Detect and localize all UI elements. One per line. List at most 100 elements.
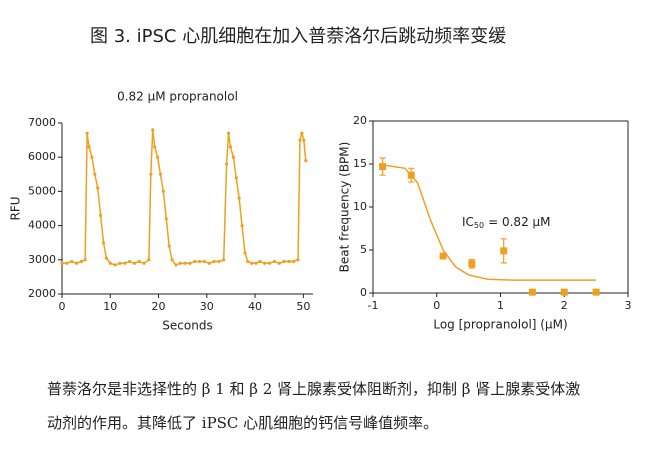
data-point (60, 261, 64, 265)
data-point (164, 217, 168, 221)
data-point (258, 259, 262, 264)
data-point (246, 259, 250, 264)
data-point (193, 259, 197, 264)
data-point (228, 145, 233, 149)
data-point (212, 259, 216, 264)
x-tick-label: 40 (248, 300, 262, 313)
y-tick-label: 4000 (28, 219, 56, 232)
data-point (161, 189, 165, 193)
data-point (560, 288, 568, 296)
data-point (70, 259, 74, 264)
figure-title: 图 3. iPSC 心肌细胞在加入普萘洛尔后跳动频率变缓 (90, 26, 506, 47)
data-point (83, 258, 87, 262)
data-point (240, 224, 244, 228)
y-tick-label: 20 (353, 114, 367, 127)
data-point (250, 261, 254, 265)
caption-line: 普萘洛尔是非选择性的 β 1 和 β 2 肾上腺素受体阻断剂，抑制 β 肾上腺素… (47, 380, 580, 398)
y-axis-label: RFU (9, 196, 23, 220)
x-axis-label: Seconds (162, 319, 212, 333)
data-point (287, 259, 291, 264)
x-tick-label: 0 (59, 300, 66, 313)
data-point (113, 263, 117, 267)
data-point (243, 251, 247, 255)
data-point (99, 213, 103, 217)
y-tick-label: 7000 (28, 116, 56, 129)
data-point (202, 259, 206, 264)
data-point (151, 128, 155, 132)
x-tick-label: 2 (561, 299, 568, 312)
y-axis-label: Beat frequency (BPM) (338, 142, 352, 273)
data-point (127, 259, 132, 264)
data-line (62, 129, 307, 266)
data-point (234, 176, 238, 180)
x-tick-label: 30 (200, 300, 214, 313)
data-point (298, 138, 302, 142)
data-point (296, 258, 300, 262)
y-tick-label: 10 (353, 200, 367, 213)
data-point (85, 131, 89, 135)
x-tick-label: -1 (368, 299, 379, 312)
data-point (174, 263, 178, 267)
data-point (500, 247, 508, 255)
data-point (90, 155, 94, 159)
data-point (592, 288, 600, 296)
data-point (207, 261, 211, 265)
data-point (217, 259, 221, 264)
data-point (118, 261, 122, 265)
data-point (263, 261, 267, 265)
x-tick-label: 50 (296, 300, 310, 313)
data-point (439, 252, 447, 260)
x-tick-label: 20 (152, 300, 166, 313)
data-point (183, 261, 187, 265)
data-point (93, 172, 97, 176)
x-tick-label: 10 (103, 300, 117, 313)
data-point (292, 259, 296, 264)
data-point (149, 172, 153, 176)
data-point (137, 259, 141, 264)
y-tick-label: 6000 (28, 150, 56, 163)
data-point (222, 258, 226, 262)
data-point (282, 259, 286, 264)
data-point (277, 261, 281, 265)
x-axis-label: Log [propranolol] (μM) (433, 318, 567, 332)
data-point (254, 261, 258, 265)
data-point (123, 261, 127, 265)
data-point (79, 259, 83, 264)
annotation-text: IC (462, 215, 474, 229)
data-point (237, 196, 241, 200)
caption-line: 动剂的作用。其降低了 iPSC 心肌细胞的钙信号峰值频率。 (47, 414, 438, 432)
x-tick-label: 3 (625, 299, 632, 312)
data-point (158, 172, 163, 176)
x-tick-label: 1 (497, 299, 504, 312)
data-point (302, 138, 306, 142)
data-point (178, 261, 182, 265)
data-point (188, 261, 192, 265)
data-point (167, 244, 171, 248)
data-point (87, 145, 91, 149)
data-point (101, 241, 106, 245)
data-point (170, 258, 174, 262)
y-tick-label: 5000 (28, 184, 56, 197)
data-point (65, 261, 69, 265)
annotation: IC50 = 0.82 μM (462, 215, 551, 230)
data-point (147, 258, 151, 262)
y-tick-label: 0 (360, 286, 367, 299)
data-point (226, 131, 231, 135)
y-tick-label: 3000 (28, 253, 56, 266)
data-point (74, 261, 79, 265)
data-point (300, 131, 304, 135)
y-tick-label: 2000 (28, 287, 56, 300)
data-point (132, 261, 137, 265)
data-point (272, 259, 276, 264)
data-point (407, 171, 415, 179)
y-tick-label: 15 (353, 157, 367, 170)
data-point (231, 155, 235, 159)
y-tick-label: 5 (360, 243, 367, 256)
data-point (267, 261, 272, 265)
data-point (108, 261, 112, 265)
data-point (224, 162, 229, 166)
data-point (379, 163, 387, 171)
data-point (197, 259, 202, 264)
data-point (528, 288, 536, 296)
